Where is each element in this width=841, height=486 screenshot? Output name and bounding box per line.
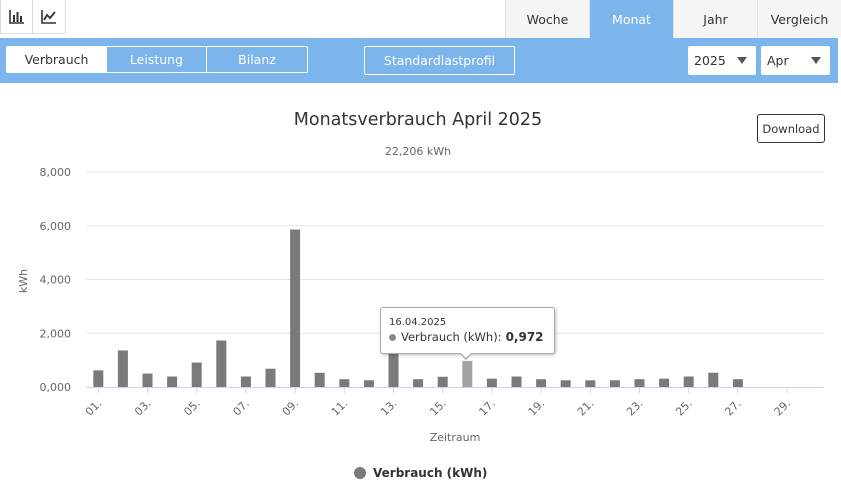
- chart-type-switcher: [0, 0, 66, 34]
- bar[interactable]: [191, 362, 202, 387]
- bar[interactable]: [708, 372, 719, 387]
- x-tick-label: 27.: [722, 397, 744, 419]
- series-dot-icon: [389, 333, 396, 341]
- chart-legend[interactable]: Verbrauch (kWh): [354, 466, 487, 480]
- bar[interactable]: [683, 376, 694, 387]
- tooltip-series-label: Verbrauch (kWh):: [401, 330, 502, 344]
- bar[interactable]: [634, 379, 645, 387]
- tooltip-line: Verbrauch (kWh): 0,972: [389, 330, 546, 344]
- segment-bilanz[interactable]: Bilanz: [238, 52, 276, 67]
- bar[interactable]: [585, 380, 596, 387]
- y-tick-label: 0,000: [40, 381, 72, 394]
- bar[interactable]: [142, 373, 153, 387]
- bar[interactable]: [486, 378, 497, 387]
- bar[interactable]: [462, 360, 473, 387]
- y-tick-label: 8,000: [40, 166, 72, 179]
- x-tick-label: 21.: [575, 397, 597, 419]
- segment-verbrauch[interactable]: Verbrauch: [7, 47, 107, 72]
- bar-chart-icon[interactable]: [1, 0, 33, 33]
- bar[interactable]: [659, 378, 670, 387]
- y-axis-title: kWh: [17, 269, 30, 293]
- month-select[interactable]: Apr: [761, 46, 830, 75]
- bar[interactable]: [93, 370, 104, 387]
- bar[interactable]: [609, 380, 620, 387]
- segment-leistung[interactable]: Leistung: [107, 47, 207, 72]
- bar[interactable]: [536, 379, 547, 387]
- top-bar: Woche Monat Jahr Vergleich: [0, 0, 841, 38]
- y-tick-label: 6,000: [40, 220, 72, 233]
- tab-jahr[interactable]: Jahr: [673, 0, 757, 38]
- legend-dot-icon: [354, 467, 366, 479]
- x-tick-label: 07.: [230, 397, 252, 419]
- line-chart-icon[interactable]: [33, 0, 65, 33]
- x-tick-label: 25.: [673, 397, 695, 419]
- x-tick-label: 23.: [624, 397, 646, 419]
- year-select-value: 2025: [694, 53, 726, 68]
- chart-title: Monatsverbrauch April 2025: [293, 110, 543, 130]
- chevron-down-icon: [737, 57, 747, 64]
- bar[interactable]: [240, 376, 251, 387]
- bar[interactable]: [437, 376, 448, 387]
- period-tabs: Woche Monat Jahr Vergleich: [505, 0, 841, 38]
- bar[interactable]: [363, 380, 374, 387]
- x-tick-label: 15.: [427, 397, 449, 419]
- chart-bars: [93, 229, 743, 387]
- bar[interactable]: [216, 340, 227, 387]
- x-axis-ticks: 01. 03. 05. 07. 09. 11. 13. 15. 17. 19. 21. 23. 25. 2…: [83, 387, 793, 418]
- bar[interactable]: [560, 380, 571, 387]
- x-tick-label: 05.: [181, 397, 203, 419]
- year-select[interactable]: 2025: [688, 46, 756, 75]
- bar[interactable]: [117, 350, 128, 387]
- bar[interactable]: [388, 352, 399, 387]
- month-select-value: Apr: [767, 53, 789, 68]
- bar[interactable]: [732, 379, 743, 387]
- x-tick-label: 29.: [772, 397, 794, 419]
- tab-woche[interactable]: Woche: [505, 0, 589, 38]
- bar[interactable]: [290, 229, 301, 387]
- download-button[interactable]: Download: [757, 114, 825, 143]
- bar[interactable]: [265, 368, 276, 387]
- chart-tooltip: 16.04.2025 Verbrauch (kWh): 0,972: [380, 307, 555, 354]
- chevron-down-icon: [811, 57, 821, 64]
- standard-profile-button[interactable]: Standardlastprofil: [364, 46, 515, 75]
- bar[interactable]: [167, 376, 178, 387]
- x-tick-label: 03.: [132, 397, 154, 419]
- toolbar: Verbrauch Leistung Bilanz Standardlastpr…: [0, 38, 838, 83]
- tooltip-value: 0,972: [505, 330, 544, 344]
- bar[interactable]: [314, 372, 325, 387]
- x-tick-label: 01.: [83, 397, 105, 419]
- x-axis-title: Zeitraum: [430, 431, 481, 444]
- tooltip-arrow-inner: [460, 352, 472, 358]
- tab-monat[interactable]: Monat: [589, 0, 673, 38]
- tooltip-date: 16.04.2025: [389, 317, 447, 328]
- bar[interactable]: [339, 379, 350, 387]
- bar[interactable]: [511, 376, 522, 387]
- view-segment-control: Verbrauch Leistung Bilanz: [6, 46, 308, 73]
- x-tick-label: 19.: [526, 397, 548, 419]
- legend-label: Verbrauch (kWh): [373, 466, 488, 480]
- x-tick-label: 09.: [280, 397, 302, 419]
- y-tick-label: 2,000: [40, 327, 72, 340]
- chart-subtitle: 22,206 kWh: [384, 145, 452, 158]
- bar[interactable]: [413, 379, 424, 387]
- y-axis-ticks: 0,000 2,000 4,000 6,000 8,000: [40, 166, 72, 394]
- x-tick-label: 11.: [329, 397, 351, 419]
- tab-vergleich[interactable]: Vergleich: [757, 0, 841, 38]
- x-tick-label: 17.: [476, 397, 498, 419]
- x-tick-label: 13.: [378, 397, 400, 419]
- y-tick-label: 4,000: [40, 274, 72, 287]
